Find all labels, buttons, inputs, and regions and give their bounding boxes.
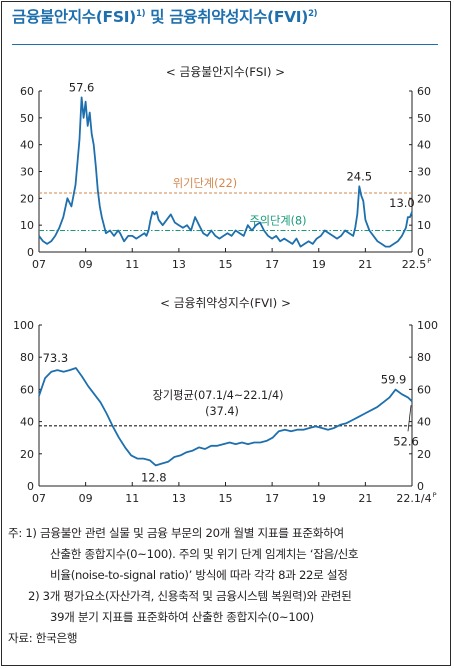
threshold-label: 주의단계(8) xyxy=(249,215,306,228)
x-tick-label: 17 xyxy=(265,492,279,505)
data-label: 12.8 xyxy=(141,470,167,484)
y-tick-label-right: 40 xyxy=(417,139,431,152)
y-tick-label-right: 20 xyxy=(417,192,431,205)
y-tick-label-left: 20 xyxy=(20,192,34,205)
y-tick-label-right: 100 xyxy=(417,319,438,332)
chart-title: < 금융취약성지수(FVI) > xyxy=(160,296,291,310)
x-tick-label: 07 xyxy=(32,492,46,505)
y-tick-label-left: 40 xyxy=(20,139,34,152)
y-tick-label-right: 60 xyxy=(417,383,431,396)
footnote-1: 주: 1) 금융불안 관련 실물 및 금융 부문의 20개 월별 지표를 표준화… xyxy=(8,523,448,544)
data-label: 59.9 xyxy=(381,373,407,387)
x-tick-label: 19 xyxy=(312,258,326,271)
data-label: 57.6 xyxy=(69,80,95,94)
x-tick-label: 15 xyxy=(219,492,233,505)
long-term-average-value: (37.4) xyxy=(205,405,239,418)
x-tick-label-suffix: P xyxy=(427,257,431,265)
series-line xyxy=(38,367,413,467)
y-tick-label-right: 20 xyxy=(417,448,431,461)
fvi-chart: < 금융취약성지수(FVI) > 0 0 20 20 40 40 60 60 80 80 100 100… xyxy=(13,296,438,505)
footnote-1-line-2: 산출한 종합지수(0~100). 주의 및 위기 단계 임계치는 ‘잡음/신호 xyxy=(50,547,359,561)
fsi-chart: < 금융불안지수(FSI) > 0 0 10 10 20 20 30 30 40 40 50 50 60 6… xyxy=(20,65,431,271)
long-term-average-label: 장기평균(07.1/4~22.1/4) xyxy=(153,389,284,402)
y-tick-label-left: 40 xyxy=(20,416,34,429)
data-label: 52.6 xyxy=(393,434,419,448)
x-tick-label: 11 xyxy=(125,258,139,271)
series-line xyxy=(38,96,413,248)
footnote-2-line-1: 2) 3개 평가요소(자산가격, 신용축적 및 금융시스템 복원력)와 관련된 xyxy=(28,589,352,603)
y-tick-label-right: 80 xyxy=(417,351,431,364)
data-label: 13.0 xyxy=(389,196,415,210)
y-tick-label-left: 20 xyxy=(20,448,34,461)
footnote-1-line-1: 금융불안 관련 실물 및 금융 부문의 20개 월별 지표를 표준화하여 xyxy=(40,526,344,540)
x-tick-label: 19 xyxy=(312,492,326,505)
data-label: 73.3 xyxy=(43,351,69,365)
x-tick-label: 21 xyxy=(358,258,372,271)
y-tick-label-left: 30 xyxy=(20,166,34,179)
x-tick-label: 13 xyxy=(172,258,186,271)
figure-title: 금융불안지수(FSI)1) 및 금융취약성지수(FVI)2) xyxy=(12,8,318,26)
y-tick-label-right: 50 xyxy=(417,112,431,125)
x-tick-label: 22.1/4 xyxy=(396,492,431,505)
footnote-1-line-3: 비율(noise-to-signal ratio)’ 방식에 따라 각각 8과 … xyxy=(50,568,348,582)
y-tick-label-right: 30 xyxy=(417,166,431,179)
y-tick-label-right: 40 xyxy=(417,416,431,429)
x-tick-label: 09 xyxy=(79,258,93,271)
y-tick-label-left: 0 xyxy=(27,480,34,493)
annotation-leader-line xyxy=(407,405,412,432)
data-label: 24.5 xyxy=(346,169,372,183)
y-tick-label-right: 0 xyxy=(417,246,424,259)
source-note: 자료: 한국은행 xyxy=(8,631,78,645)
y-tick-label-left: 10 xyxy=(20,219,34,232)
x-tick-label: 21 xyxy=(358,492,372,505)
chart-title: < 금융불안지수(FSI) > xyxy=(166,65,285,79)
threshold-label: 위기단계(22) xyxy=(173,177,237,190)
title-divider xyxy=(12,44,438,45)
y-tick-label-right: 10 xyxy=(417,219,431,232)
footnote-2-line-2: 39개 분기 지표를 표준화하여 산출한 종합지수(0~100) xyxy=(50,610,314,624)
y-tick-label-left: 60 xyxy=(20,383,34,396)
x-tick-label: 13 xyxy=(172,492,186,505)
x-tick-label: 15 xyxy=(219,258,233,271)
footnote-1-prefix: 주: 1) xyxy=(8,526,41,540)
y-tick-label-left: 100 xyxy=(13,319,34,332)
y-tick-label-left: 60 xyxy=(20,85,34,98)
x-tick-label: 17 xyxy=(265,258,279,271)
y-tick-label-left: 0 xyxy=(27,246,34,259)
x-tick-label: 09 xyxy=(79,492,93,505)
x-tick-label-suffix: P xyxy=(433,491,437,499)
x-tick-label: 22.5 xyxy=(402,258,427,271)
x-tick-label: 11 xyxy=(125,492,139,505)
y-tick-label-left: 50 xyxy=(20,112,34,125)
y-tick-label-right: 0 xyxy=(417,480,424,493)
footnotes: 주: 1) 금융불안 관련 실물 및 금융 부문의 20개 월별 지표를 표준화… xyxy=(8,523,448,649)
y-tick-label-left: 80 xyxy=(20,351,34,364)
y-tick-label-right: 60 xyxy=(417,85,431,98)
x-tick-label: 07 xyxy=(32,258,46,271)
